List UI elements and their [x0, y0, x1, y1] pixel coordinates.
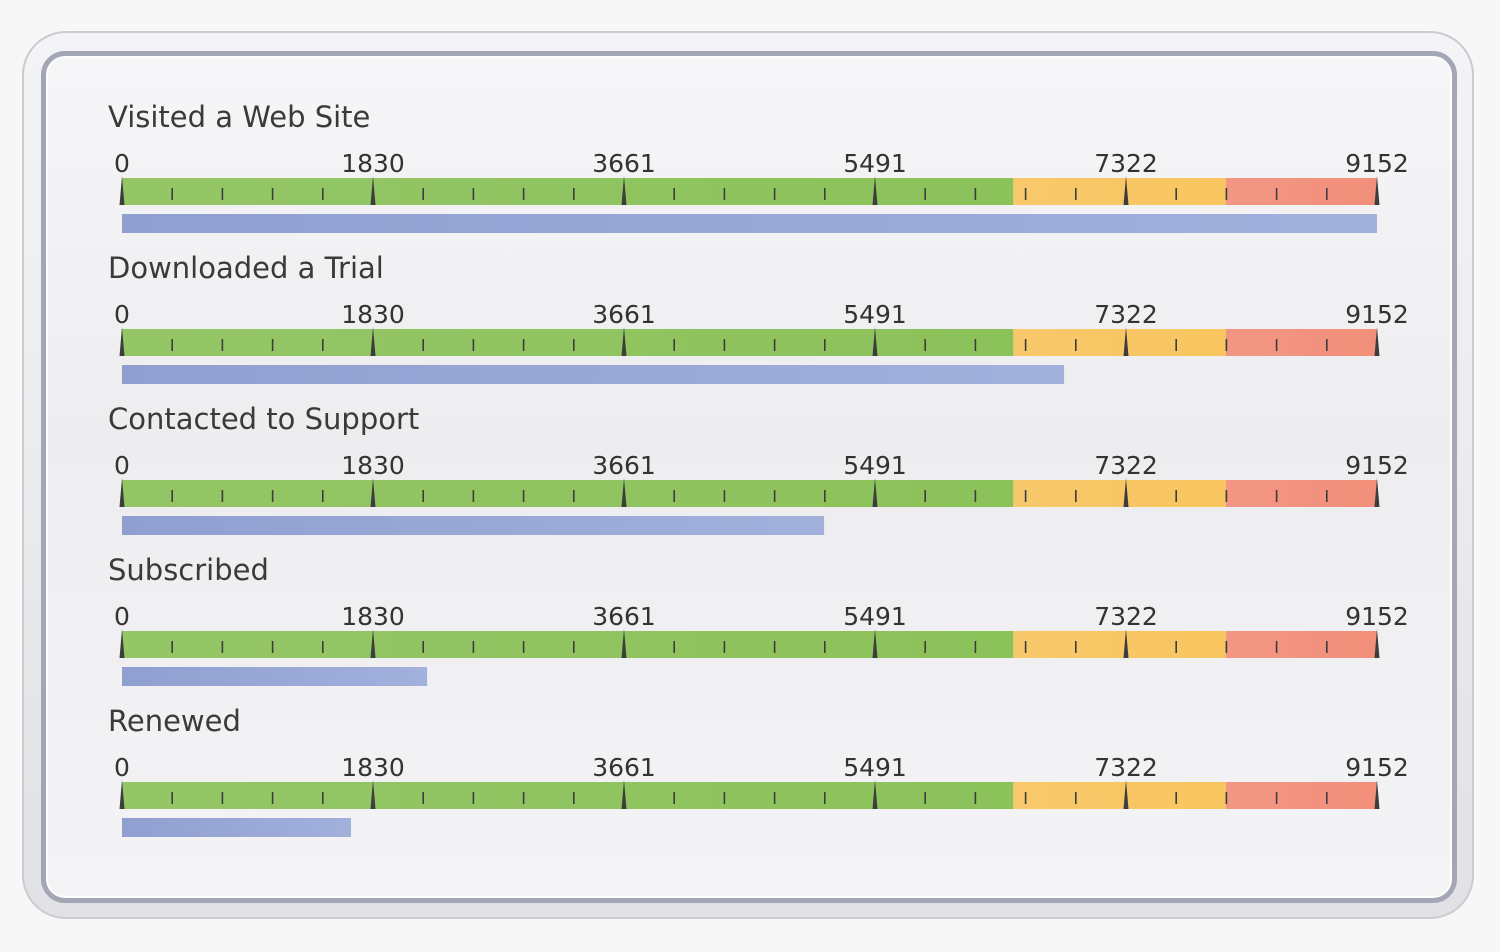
- gauge-graphic: 0 1830 3661 5491 7322 9152: [114, 602, 1409, 686]
- value-bar: [122, 818, 352, 837]
- gauge-title: Subscribed: [108, 553, 269, 587]
- tick-label: 0: [114, 753, 130, 782]
- range-band-2: [1225, 480, 1377, 507]
- gauge-3: 0 1830 3661 5491 7322 9152 Subscribed: [0, 553, 1500, 700]
- gauge-graphic: 0 1830 3661 5491 7322 9152: [114, 753, 1409, 837]
- major-tick: [370, 478, 376, 507]
- tick-label: 7322: [1094, 300, 1158, 329]
- range-band-0: [122, 631, 1014, 658]
- tick-label: 5491: [843, 753, 907, 782]
- major-tick: [1374, 478, 1380, 507]
- range-band-2: [1225, 329, 1377, 356]
- gauge-title: Renewed: [108, 704, 241, 738]
- range-band-0: [122, 480, 1014, 507]
- range-band-1: [1013, 329, 1226, 356]
- gauge-4: 0 1830 3661 5491 7322 9152 Renewed: [0, 704, 1500, 851]
- value-bar: [122, 214, 1377, 233]
- gauge-graphic: 0 1830 3661 5491 7322 9152: [114, 149, 1409, 233]
- major-tick: [370, 327, 376, 356]
- major-tick: [872, 629, 878, 658]
- range-band-1: [1013, 631, 1226, 658]
- tick-label: 1830: [341, 753, 405, 782]
- major-tick: [1374, 327, 1380, 356]
- gauge-graphic: 0 1830 3661 5491 7322 9152: [114, 451, 1409, 535]
- tick-label: 7322: [1094, 451, 1158, 480]
- tick-label: 0: [114, 149, 130, 178]
- major-tick: [1123, 176, 1129, 205]
- tick-label: 5491: [843, 300, 907, 329]
- range-band-2: [1225, 782, 1377, 809]
- major-tick: [1123, 327, 1129, 356]
- tick-label: 3661: [592, 300, 656, 329]
- major-tick: [1374, 780, 1380, 809]
- tick-label: 0: [114, 300, 130, 329]
- major-tick: [621, 327, 627, 356]
- range-band-2: [1225, 178, 1377, 205]
- gauge-1: 0 1830 3661 5491 7322 9152 Downloaded a Trial: [0, 251, 1500, 398]
- tick-label: 9152: [1345, 149, 1409, 178]
- tick-label: 9152: [1345, 300, 1409, 329]
- tick-label: 5491: [843, 602, 907, 631]
- major-tick: [621, 629, 627, 658]
- major-tick: [119, 478, 125, 507]
- range-band-1: [1013, 178, 1226, 205]
- gauge-2: 0 1830 3661 5491 7322 9152 Contacted to Suppor…: [0, 402, 1500, 549]
- major-tick: [872, 478, 878, 507]
- tick-label: 9152: [1345, 753, 1409, 782]
- major-tick: [370, 629, 376, 658]
- tick-label: 9152: [1345, 451, 1409, 480]
- major-tick: [119, 780, 125, 809]
- tick-label: 3661: [592, 753, 656, 782]
- tick-label: 0: [114, 602, 130, 631]
- tick-label: 9152: [1345, 602, 1409, 631]
- gauge-title: Contacted to Support: [108, 402, 420, 436]
- tick-label: 5491: [843, 451, 907, 480]
- gauge-graphic: 0 1830 3661 5491 7322 9152: [114, 300, 1409, 384]
- value-bar: [122, 516, 825, 535]
- tick-label: 1830: [341, 451, 405, 480]
- gauge-0: 0 1830 3661 5491 7322 9152 Visited a Web Site: [0, 100, 1500, 247]
- value-bar: [122, 365, 1065, 384]
- major-tick: [119, 629, 125, 658]
- tick-label: 0: [114, 451, 130, 480]
- major-tick: [872, 780, 878, 809]
- tick-label: 3661: [592, 149, 656, 178]
- tick-label: 3661: [592, 602, 656, 631]
- tick-label: 3661: [592, 451, 656, 480]
- gauge-title: Visited a Web Site: [108, 100, 371, 134]
- major-tick: [1374, 629, 1380, 658]
- major-tick: [872, 176, 878, 205]
- major-tick: [872, 327, 878, 356]
- gauge-title: Downloaded a Trial: [108, 251, 384, 285]
- tick-label: 1830: [341, 300, 405, 329]
- major-tick: [370, 780, 376, 809]
- range-band-1: [1013, 782, 1226, 809]
- range-band-0: [122, 329, 1014, 356]
- major-tick: [621, 478, 627, 507]
- range-band-2: [1225, 631, 1377, 658]
- tick-label: 7322: [1094, 753, 1158, 782]
- tick-label: 5491: [843, 149, 907, 178]
- range-band-1: [1013, 480, 1226, 507]
- major-tick: [1123, 780, 1129, 809]
- range-band-0: [122, 782, 1014, 809]
- major-tick: [1123, 629, 1129, 658]
- major-tick: [119, 327, 125, 356]
- tick-label: 1830: [341, 149, 405, 178]
- tick-label: 7322: [1094, 602, 1158, 631]
- major-tick: [119, 176, 125, 205]
- major-tick: [621, 780, 627, 809]
- major-tick: [1123, 478, 1129, 507]
- tick-label: 7322: [1094, 149, 1158, 178]
- major-tick: [621, 176, 627, 205]
- major-tick: [370, 176, 376, 205]
- range-band-0: [122, 178, 1014, 205]
- value-bar: [122, 667, 428, 686]
- major-tick: [1374, 176, 1380, 205]
- tick-label: 1830: [341, 602, 405, 631]
